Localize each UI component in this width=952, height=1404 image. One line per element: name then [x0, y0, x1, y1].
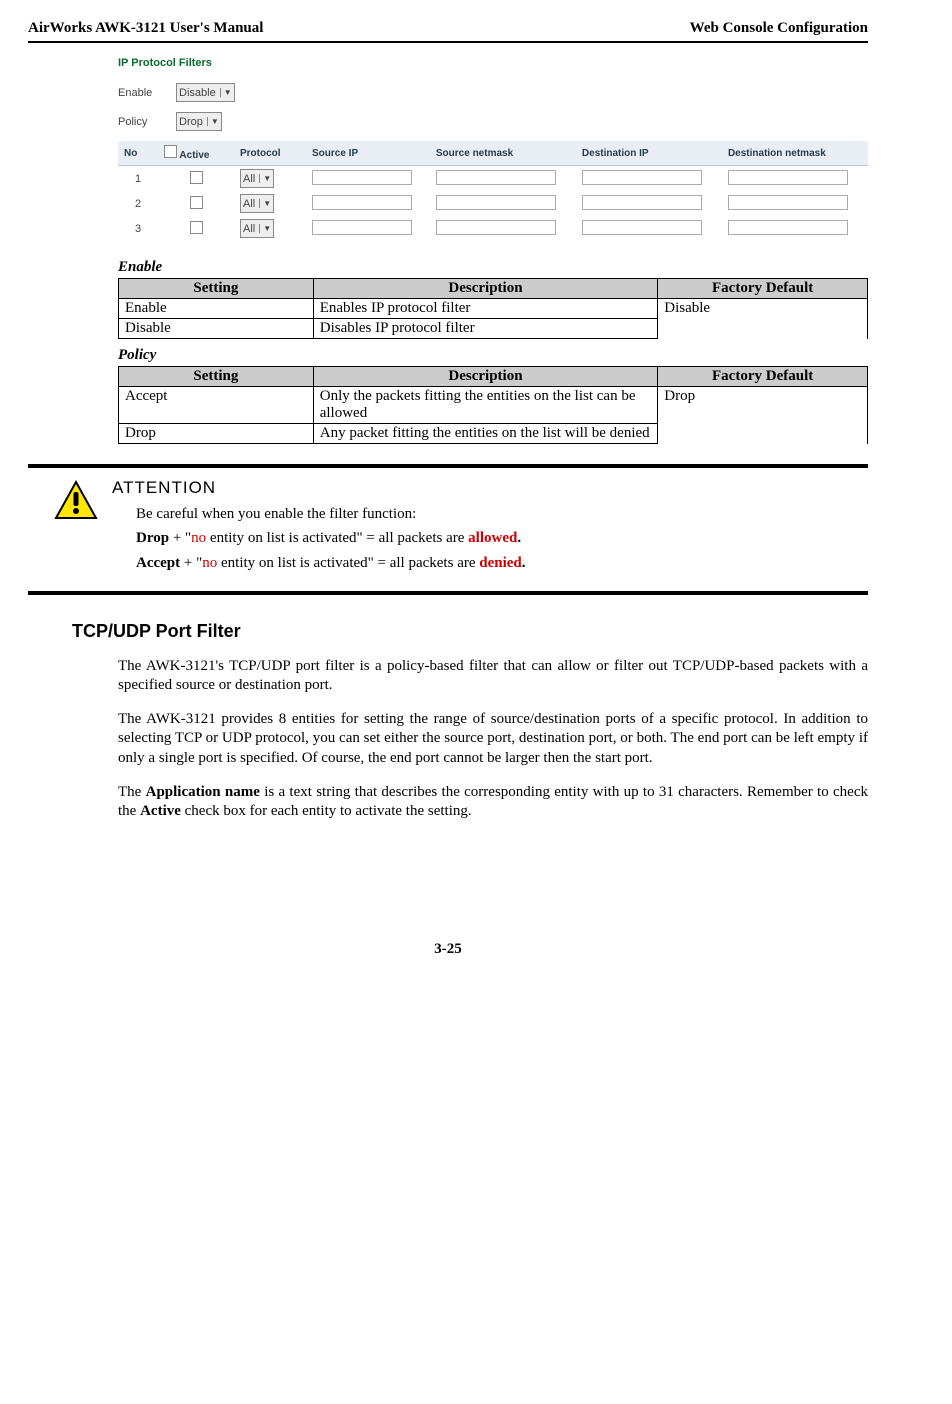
- col-active-label: Active: [179, 150, 209, 161]
- cell-desc: Disables IP protocol filter: [313, 319, 658, 339]
- tcp-udp-p3: The Application name is a text string th…: [118, 783, 868, 821]
- ui-title: IP Protocol Filters: [118, 57, 868, 69]
- attention-block: ATTENTION Be careful when you enable the…: [28, 464, 868, 595]
- filter-row: 3 All ▼: [118, 216, 868, 241]
- cell-desc: Any packet fitting the entities on the l…: [313, 424, 658, 444]
- source-ip-input[interactable]: [312, 170, 412, 185]
- cell-desc: Only the packets fitting the entities on…: [313, 387, 658, 424]
- warning-icon: [54, 480, 98, 525]
- cell-setting: Enable: [119, 299, 314, 319]
- filters-table: No Active Protocol Source IP Source netm…: [118, 141, 868, 241]
- cell-default: Drop: [658, 387, 868, 444]
- policy-select[interactable]: Drop ▼: [176, 112, 222, 131]
- protocol-value: All: [243, 223, 255, 235]
- source-netmask-input[interactable]: [436, 170, 556, 185]
- attention-title: ATTENTION: [112, 478, 858, 498]
- policy-select-row: Policy Drop ▼: [118, 112, 868, 131]
- policy-label: Policy: [118, 116, 162, 128]
- protocol-select[interactable]: All ▼: [240, 219, 274, 238]
- dropdown-arrow-icon: ▼: [259, 224, 271, 233]
- dest-ip-input[interactable]: [582, 220, 702, 235]
- attn-line1: Be careful when you enable the filter fu…: [136, 504, 858, 524]
- policy-select-value: Drop: [179, 116, 203, 128]
- cell-desc: Enables IP protocol filter: [313, 299, 658, 319]
- enable-select-value: Disable: [179, 87, 216, 99]
- row-no: 2: [118, 191, 158, 216]
- dropdown-arrow-icon: ▼: [259, 199, 271, 208]
- header-left: AirWorks AWK-3121 User's Manual: [28, 20, 263, 37]
- col-dest-netmask: Destination netmask: [722, 141, 868, 166]
- enable-select[interactable]: Disable ▼: [176, 83, 235, 102]
- tcp-udp-p1: The AWK-3121's TCP/UDP port filter is a …: [118, 657, 868, 695]
- protocol-value: All: [243, 198, 255, 210]
- row-no: 3: [118, 216, 158, 241]
- dropdown-arrow-icon: ▼: [259, 174, 271, 183]
- dest-netmask-input[interactable]: [728, 220, 848, 235]
- enable-label: Enable: [118, 87, 162, 99]
- dest-ip-input[interactable]: [582, 195, 702, 210]
- attn-line2: Drop + "no entity on list is activated" …: [136, 528, 858, 548]
- col-source-ip: Source IP: [306, 141, 430, 166]
- tcp-udp-heading: TCP/UDP Port Filter: [72, 621, 868, 642]
- col-dest-ip: Destination IP: [576, 141, 722, 166]
- source-netmask-input[interactable]: [436, 195, 556, 210]
- source-ip-input[interactable]: [312, 220, 412, 235]
- active-checkbox[interactable]: [190, 196, 203, 209]
- cell-setting: Accept: [119, 387, 314, 424]
- page-header: AirWorks AWK-3121 User's Manual Web Cons…: [28, 20, 868, 37]
- header-right: Web Console Configuration: [690, 20, 868, 37]
- source-ip-input[interactable]: [312, 195, 412, 210]
- dropdown-arrow-icon: ▼: [207, 117, 219, 126]
- active-header-checkbox[interactable]: [164, 145, 177, 158]
- filter-row: 2 All ▼: [118, 191, 868, 216]
- policy-table: Setting Description Factory Default Acce…: [118, 366, 868, 444]
- dest-netmask-input[interactable]: [728, 195, 848, 210]
- source-netmask-input[interactable]: [436, 220, 556, 235]
- protocol-select[interactable]: All ▼: [240, 194, 274, 213]
- filter-row: 1 All ▼: [118, 166, 868, 192]
- active-checkbox[interactable]: [190, 221, 203, 234]
- cell-setting: Drop: [119, 424, 314, 444]
- col-active: Active: [158, 141, 234, 166]
- col-no: No: [118, 141, 158, 166]
- row-no: 1: [118, 166, 158, 192]
- page-number: 3-25: [28, 941, 868, 958]
- enable-section-label: Enable: [118, 259, 868, 276]
- th-setting: Setting: [119, 367, 314, 387]
- th-setting: Setting: [119, 279, 314, 299]
- cell-default: Disable: [658, 299, 868, 339]
- th-default: Factory Default: [658, 279, 868, 299]
- tcp-udp-p2: The AWK-3121 provides 8 entities for set…: [118, 710, 868, 768]
- dest-netmask-input[interactable]: [728, 170, 848, 185]
- col-source-netmask: Source netmask: [430, 141, 576, 166]
- enable-table: Setting Description Factory Default Enab…: [118, 278, 868, 339]
- protocol-select[interactable]: All ▼: [240, 169, 274, 188]
- attn-line3: Accept + "no entity on list is activated…: [136, 553, 858, 573]
- active-checkbox[interactable]: [190, 171, 203, 184]
- dropdown-arrow-icon: ▼: [220, 88, 232, 97]
- dest-ip-input[interactable]: [582, 170, 702, 185]
- th-description: Description: [313, 367, 658, 387]
- ip-protocol-filters-screenshot: IP Protocol Filters Enable Disable ▼ Pol…: [118, 57, 868, 241]
- col-protocol: Protocol: [234, 141, 306, 166]
- protocol-value: All: [243, 173, 255, 185]
- cell-setting: Disable: [119, 319, 314, 339]
- th-description: Description: [313, 279, 658, 299]
- policy-section-label: Policy: [118, 347, 868, 364]
- enable-select-row: Enable Disable ▼: [118, 83, 868, 102]
- header-rule: [28, 41, 868, 43]
- th-default: Factory Default: [658, 367, 868, 387]
